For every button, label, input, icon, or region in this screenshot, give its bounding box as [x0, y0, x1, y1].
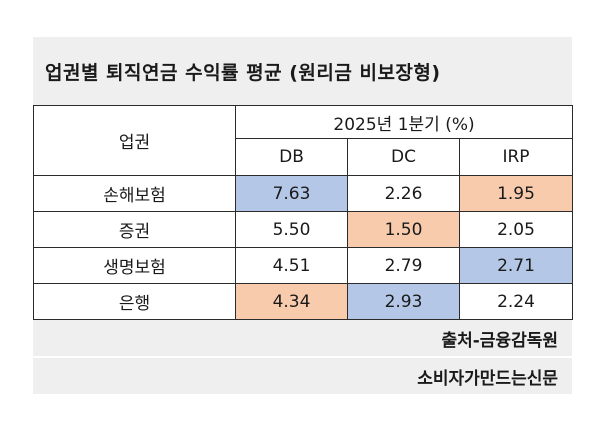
period-header: 2025년 1분기 (%) — [234, 105, 574, 139]
value-cell: 4.51 — [235, 247, 348, 284]
column-header-db: DB — [235, 138, 348, 176]
table-row: 손해보험 7.63 2.26 1.95 — [33, 175, 574, 212]
publisher-credit: 소비자가만드는신문 — [33, 358, 572, 394]
value-cell: 5.50 — [235, 211, 348, 248]
table-title: 업권별 퇴직연금 수익률 평균 (원리금 비보장형) — [33, 37, 572, 105]
returns-table: 업권 2025년 1분기 (%) DB DC IRP 손해보험 7.63 2.2… — [33, 105, 574, 320]
value-cell: 2.26 — [347, 175, 460, 212]
sector-name: 은행 — [33, 283, 236, 320]
table-row: 증권 5.50 1.50 2.05 — [33, 211, 574, 248]
column-header-dc: DC — [347, 138, 460, 176]
value-cell: 7.63 — [235, 175, 348, 212]
sector-column-header: 업권 — [33, 105, 236, 176]
pension-return-card: 업권별 퇴직연금 수익률 평균 (원리금 비보장형) 업권 2025년 1분기 … — [33, 37, 574, 394]
value-cell: 2.79 — [347, 247, 460, 284]
table-row: 생명보험 4.51 2.79 2.71 — [33, 247, 574, 284]
sector-name: 증권 — [33, 211, 236, 248]
value-cell: 4.34 — [235, 283, 348, 320]
value-cell: 2.24 — [458, 283, 574, 320]
value-cell: 1.95 — [458, 175, 574, 212]
sector-name: 손해보험 — [33, 175, 236, 212]
source-credit: 출처-금융감독원 — [33, 320, 572, 356]
value-cell: 2.71 — [458, 247, 574, 284]
table-row: 은행 4.34 2.93 2.24 — [33, 283, 574, 320]
column-header-irp: IRP — [458, 138, 574, 176]
value-cell: 2.05 — [458, 211, 574, 248]
sector-name: 생명보험 — [33, 247, 236, 284]
value-cell: 1.50 — [347, 211, 460, 248]
value-cell: 2.93 — [347, 283, 460, 320]
